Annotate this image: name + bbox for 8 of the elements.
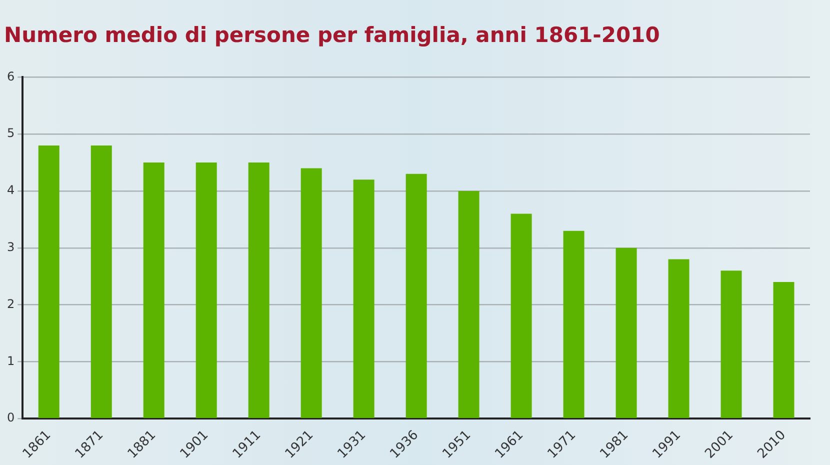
y-tick-label: 1 bbox=[6, 354, 15, 368]
y-tick-label: 4 bbox=[6, 183, 15, 198]
y-tick-label: 2 bbox=[6, 296, 15, 311]
y-tick-label: 3 bbox=[6, 240, 15, 254]
chart-title: Numero medio di persone per famiglia, anni 1861-2010 bbox=[4, 23, 660, 48]
y-tick-label: 0 bbox=[6, 410, 15, 425]
y-tick-label: 6 bbox=[6, 69, 15, 84]
y-tick-label: 5 bbox=[6, 126, 15, 140]
